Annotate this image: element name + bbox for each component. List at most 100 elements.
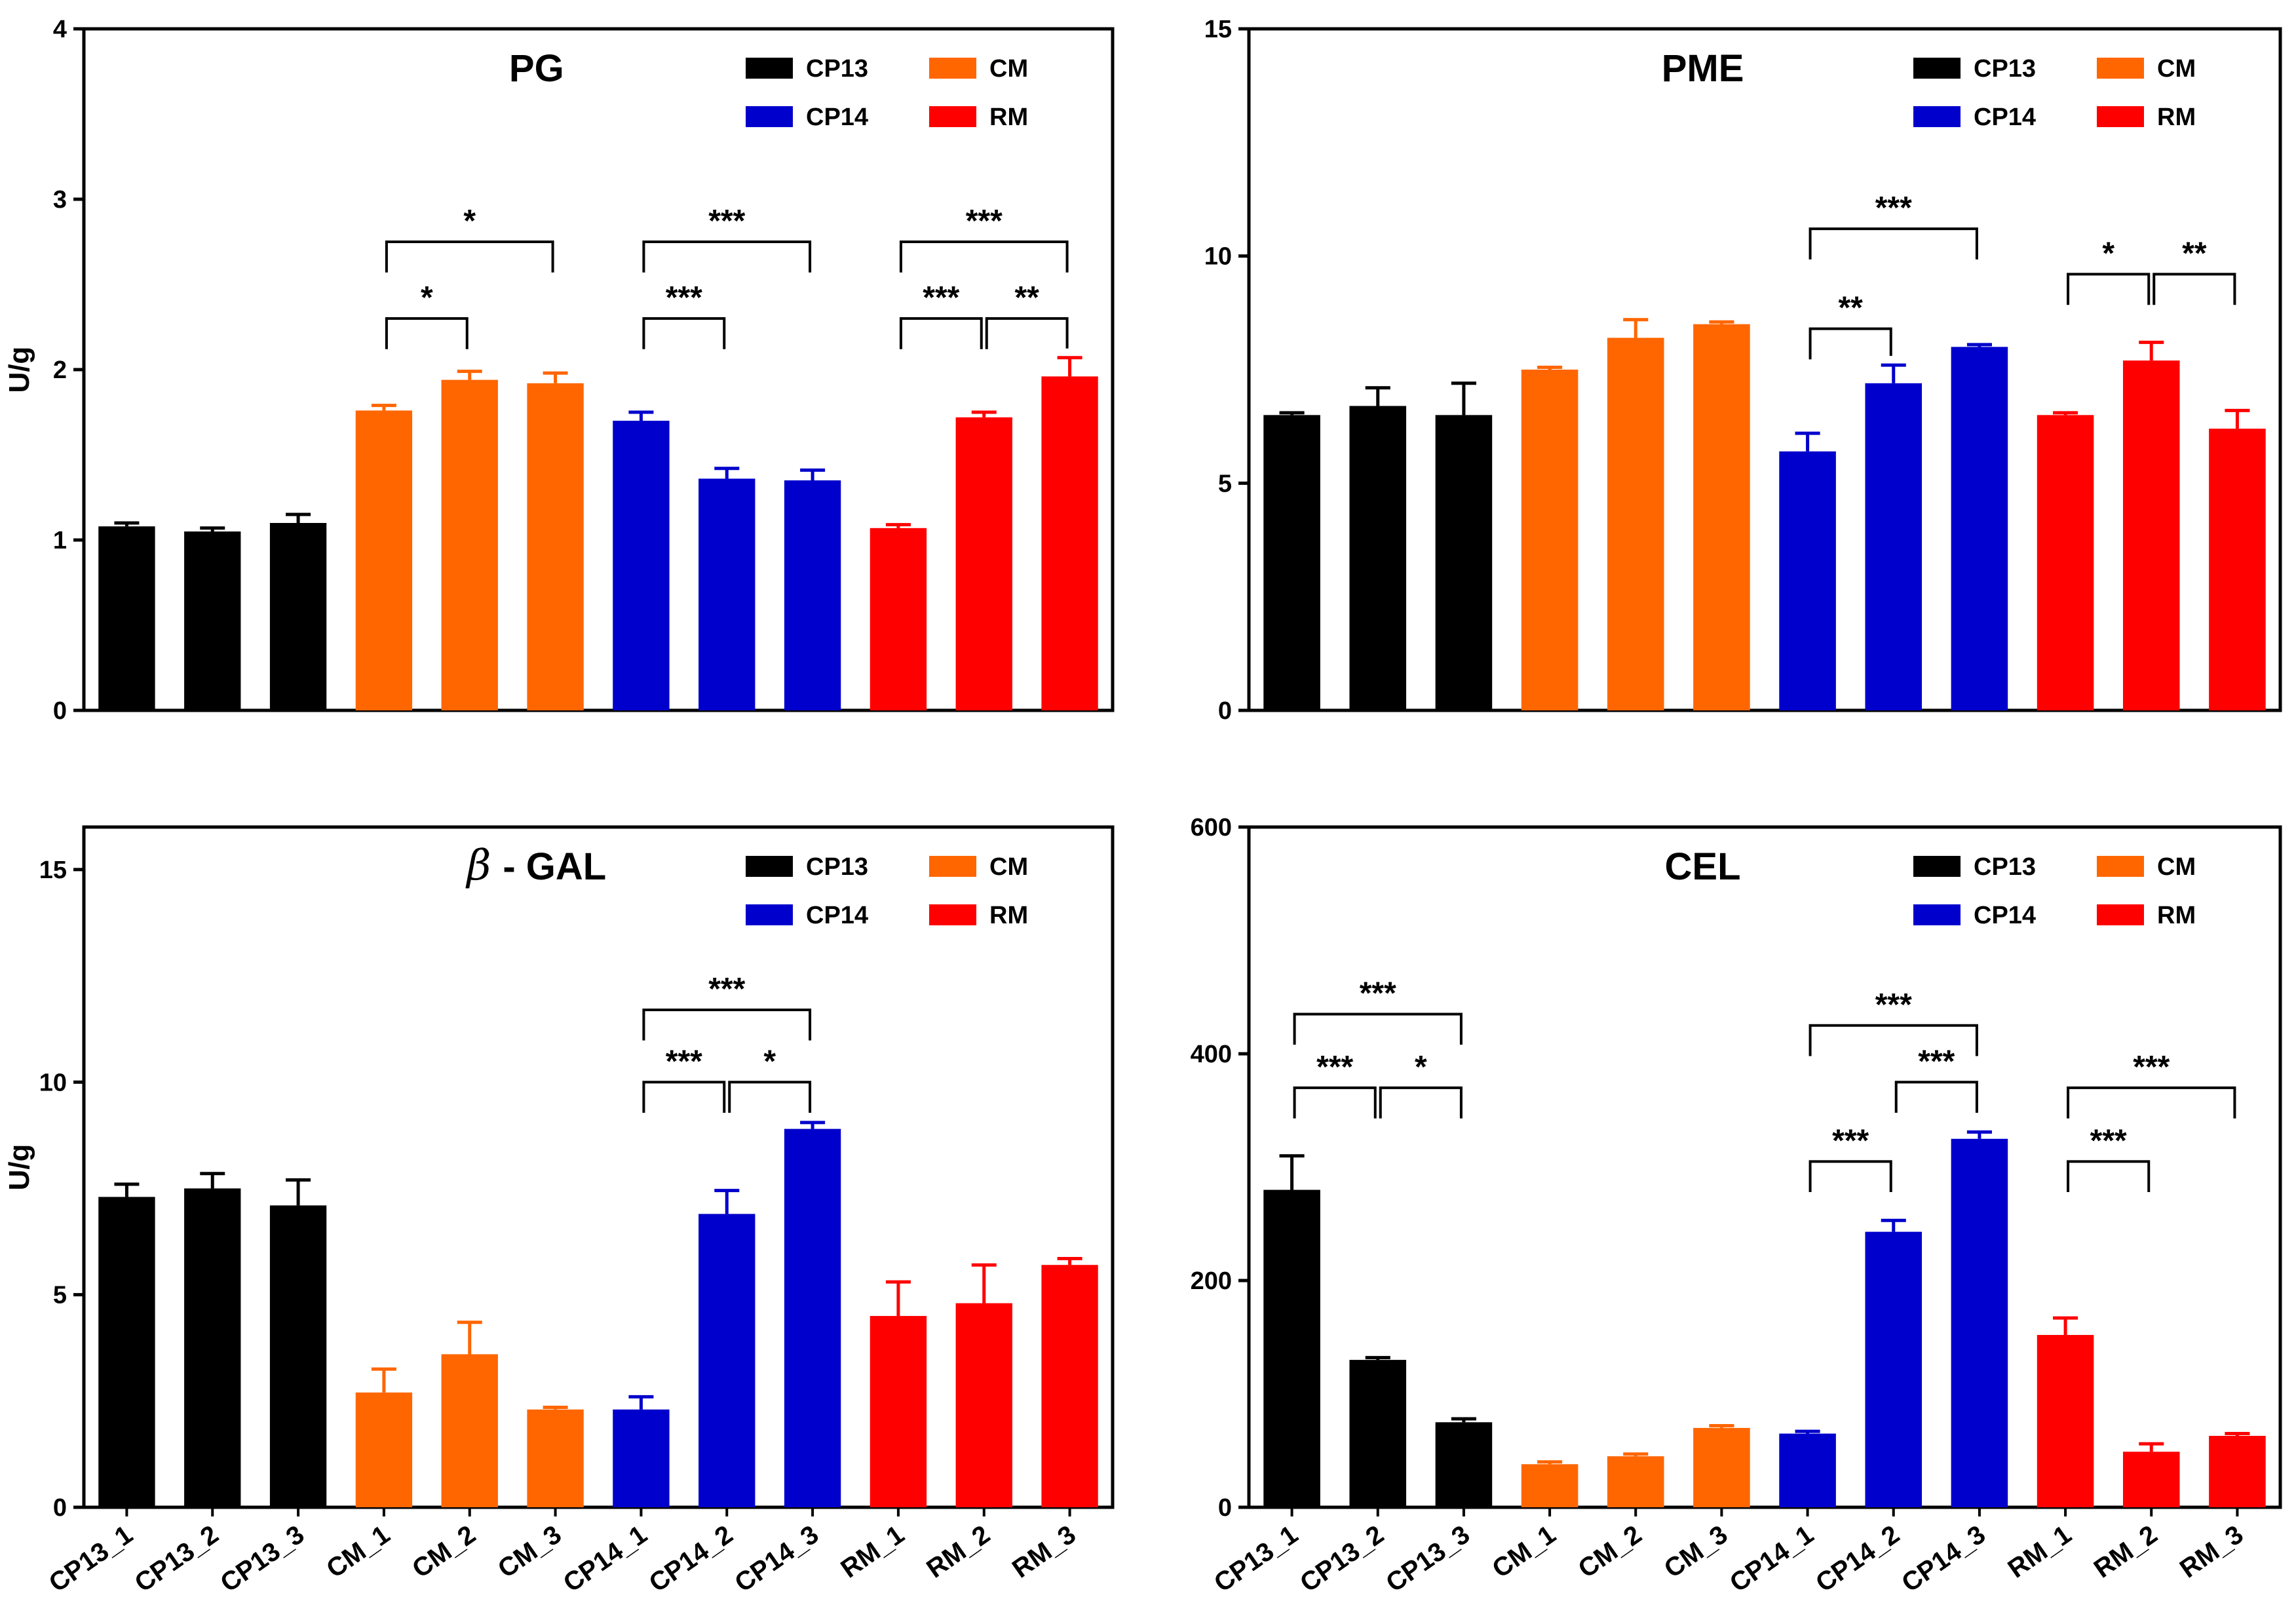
legend-label-cp13: CP13 — [806, 853, 868, 881]
legend-label-cp14: CP14 — [806, 104, 868, 131]
bar-rm-1 — [870, 528, 927, 710]
bar-cp13-3 — [1435, 1422, 1493, 1507]
bar-cm-2 — [1607, 1456, 1664, 1507]
bar-cm-1 — [355, 1392, 413, 1507]
significance-label: ** — [1838, 291, 1863, 326]
bar-cm-2 — [441, 1354, 498, 1507]
legend-swatch-rm — [2097, 904, 2144, 925]
significance-label: *** — [708, 972, 745, 1007]
title-text: CEL — [1665, 845, 1741, 888]
y-tick-label: 600 — [1191, 814, 1232, 841]
x-tick-label: RM_1 — [2003, 1520, 2077, 1583]
x-tick-label: CM_3 — [493, 1520, 567, 1583]
bar-rm-1 — [2037, 1335, 2094, 1507]
legend-swatch-cm — [929, 58, 976, 79]
y-tick-label: 5 — [53, 1282, 67, 1309]
significance-label: *** — [1875, 191, 1912, 225]
legend-swatch-cp14 — [1913, 904, 1961, 925]
x-tick-label: CP14_1 — [558, 1520, 653, 1598]
significance-bracket — [1293, 1013, 1463, 1045]
significance-bracket — [2067, 1086, 2236, 1119]
legend-swatch-cp14 — [746, 106, 793, 127]
significance-label: *** — [1918, 1044, 1955, 1079]
bar-cp13-1 — [98, 526, 155, 710]
legend-swatch-rm — [929, 904, 976, 925]
significance-label: * — [1415, 1050, 1427, 1085]
significance-bracket — [1808, 327, 1892, 360]
significance-bracket — [985, 317, 1069, 349]
significance-label: *** — [2133, 1050, 2170, 1085]
y-tick-label: 5 — [1218, 470, 1232, 497]
legend-swatch-cm — [2097, 58, 2144, 79]
bar-cp13-3 — [269, 523, 327, 710]
x-tick-label: RM_3 — [2175, 1520, 2249, 1583]
bar-cp13-3 — [269, 1205, 327, 1507]
bar-rm-3 — [1041, 376, 1098, 710]
significance-bracket — [385, 241, 554, 273]
bar-cp14-2 — [698, 1214, 756, 1507]
x-tick-label: CP13_2 — [130, 1520, 224, 1598]
bar-rm-2 — [2122, 1452, 2180, 1507]
bar-rm-2 — [2122, 360, 2180, 710]
bar-cp14-1 — [1779, 451, 1836, 710]
significance-label: * — [463, 204, 476, 239]
significance-label: *** — [1316, 1050, 1353, 1085]
legend-label-rm: RM — [989, 902, 1028, 929]
bar-cp14-2 — [1865, 383, 1923, 710]
legend-label-cm: CM — [989, 55, 1028, 83]
y-tick-label: 0 — [1218, 1494, 1232, 1522]
y-tick-label: 15 — [1204, 16, 1232, 43]
bar-cm-1 — [355, 410, 413, 710]
legend-swatch-cm — [2097, 856, 2144, 877]
significance-label: *** — [666, 1044, 702, 1079]
significance-bracket — [2067, 1160, 2151, 1193]
significance-bracket — [1808, 1024, 1978, 1056]
bar-cm-1 — [1521, 1464, 1578, 1507]
significance-label: *** — [1832, 1123, 1869, 1158]
legend-swatch-rm — [929, 106, 976, 127]
bar-cm-1 — [1521, 370, 1578, 710]
significance-bracket — [1808, 227, 1978, 260]
plot-frame — [82, 825, 1115, 1509]
y-axis-label: U/g — [3, 1144, 35, 1191]
bar-cp13-3 — [1435, 415, 1493, 710]
bar-cp13-1 — [1263, 415, 1320, 710]
x-tick-label: CM_2 — [407, 1520, 481, 1583]
legend-label-cp13: CP13 — [1974, 853, 2036, 881]
title-text: PME — [1662, 47, 1744, 90]
x-tick-label: CP13_3 — [1381, 1520, 1475, 1598]
x-tick-label: CP14_3 — [1896, 1520, 1991, 1598]
chart-title: PG — [509, 47, 564, 90]
significance-label: ** — [2182, 236, 2207, 271]
bar-rm-2 — [955, 1303, 1012, 1507]
bar-cp14-2 — [698, 478, 756, 710]
title-text: - GAL — [503, 845, 606, 888]
legend-label-cp14: CP14 — [806, 902, 868, 929]
legend-label-rm: RM — [989, 104, 1028, 131]
significance-label: *** — [966, 204, 1003, 239]
legend-label-cm: CM — [2157, 853, 2196, 881]
x-tick-label: CP14_2 — [644, 1520, 738, 1598]
significance-label: *** — [2090, 1123, 2127, 1158]
significance-label: *** — [666, 280, 702, 315]
significance-label: * — [421, 280, 433, 315]
bar-cp14-3 — [1951, 347, 2008, 710]
y-tick-label: 4 — [53, 16, 67, 43]
legend-swatch-cp13 — [746, 58, 793, 79]
significance-bracket — [728, 1081, 812, 1113]
plot-frame — [1247, 27, 2282, 712]
bar-cp14-1 — [613, 1409, 670, 1507]
significance-bracket — [899, 317, 983, 349]
x-tick-label: RM_2 — [2089, 1520, 2163, 1583]
bar-cm-3 — [527, 1409, 584, 1507]
y-tick-label: 2 — [53, 357, 67, 384]
bar-cp13-1 — [98, 1197, 155, 1507]
legend-swatch-rm — [2097, 106, 2144, 127]
significance-bracket — [1808, 1160, 1892, 1193]
bar-cp14-1 — [613, 421, 670, 710]
x-tick-label: CM_2 — [1573, 1520, 1647, 1583]
bar-cp13-2 — [1349, 1360, 1407, 1507]
legend-swatch-cp13 — [1913, 856, 1961, 877]
